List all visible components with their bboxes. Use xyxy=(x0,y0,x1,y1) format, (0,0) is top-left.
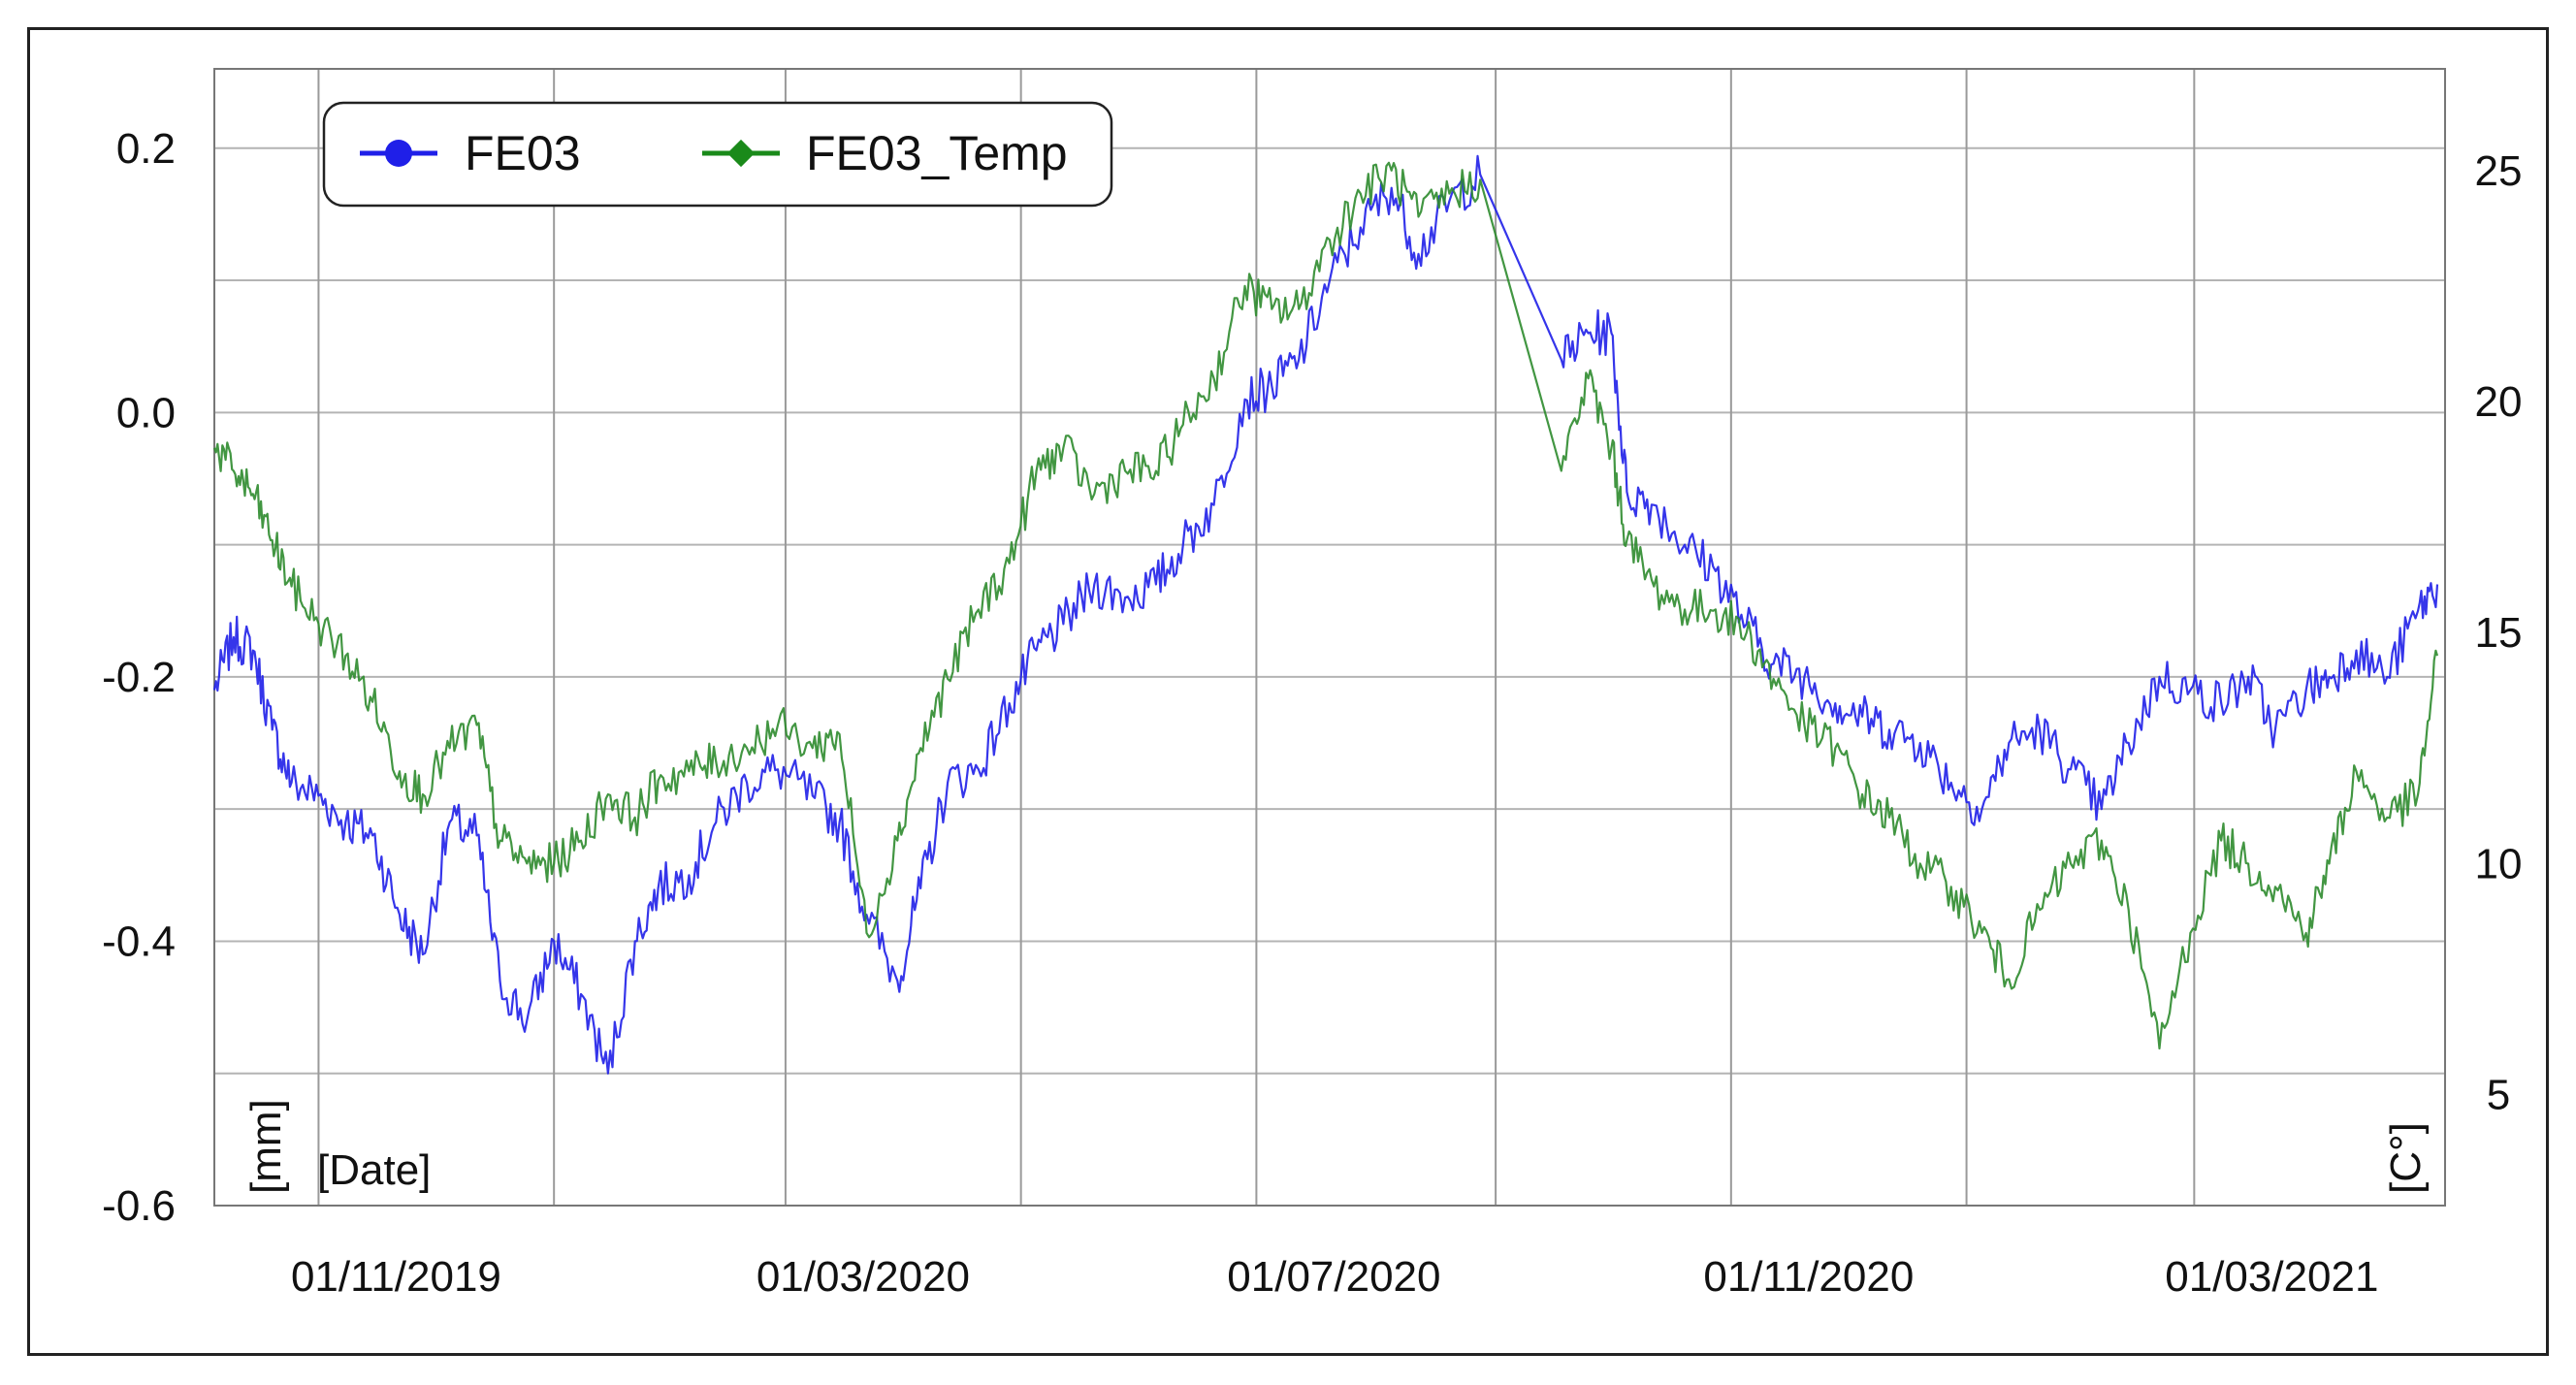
x-tick-label: 01/03/2020 xyxy=(757,1253,970,1301)
legend-label-fe03: FE03 xyxy=(465,126,581,180)
y-tick-label: 0.2 xyxy=(116,125,176,173)
y2-tick-label: 25 xyxy=(2475,147,2523,195)
y2-tick-label: 10 xyxy=(2475,840,2523,887)
x-axis-ticks: 01/11/2019 01/03/2020 01/07/2020 01/11/2020… xyxy=(291,1253,2378,1301)
y-tick-label: -0.6 xyxy=(102,1182,176,1230)
y2-axis-label: [C°] xyxy=(2382,1122,2430,1194)
x-tick-label: 01/07/2020 xyxy=(1227,1253,1440,1301)
series-line-fe03 xyxy=(212,154,2439,1075)
series-layer xyxy=(212,154,2439,1075)
y-axis-ticks: 0.2 0.0 -0.2 -0.4 -0.6 xyxy=(102,125,176,1230)
y2-axis-ticks: 25 20 15 10 5 xyxy=(2475,147,2523,1119)
x-tick-label: 01/03/2021 xyxy=(2165,1253,2378,1301)
x-tick-label: 01/11/2020 xyxy=(1703,1253,1914,1301)
y-tick-label: 0.0 xyxy=(116,389,176,436)
legend-marker-fe03 xyxy=(385,140,412,167)
legend-label-fe03-temp: FE03_Temp xyxy=(806,126,1068,180)
x-tick-label: 01/11/2019 xyxy=(291,1253,501,1301)
y-tick-label: -0.4 xyxy=(102,918,176,965)
legend: FE03 FE03_Temp xyxy=(322,101,1113,208)
legend-marker-fe03-temp xyxy=(726,139,756,168)
x-axis-label: [Date] xyxy=(317,1146,431,1194)
y2-tick-label: 20 xyxy=(2475,378,2523,426)
y2-tick-label: 5 xyxy=(2487,1072,2510,1119)
y2-tick-label: 15 xyxy=(2475,609,2523,657)
y-axis-label: [mm] xyxy=(242,1099,290,1194)
y-tick-label: -0.2 xyxy=(102,654,176,701)
chart-frame: 0.2 0.0 -0.2 -0.4 -0.6 25 20 15 10 5 01/11/2019 0… xyxy=(27,27,2549,1356)
plot-border xyxy=(213,68,2446,1207)
series-line-fe03-temp xyxy=(212,161,2439,1050)
